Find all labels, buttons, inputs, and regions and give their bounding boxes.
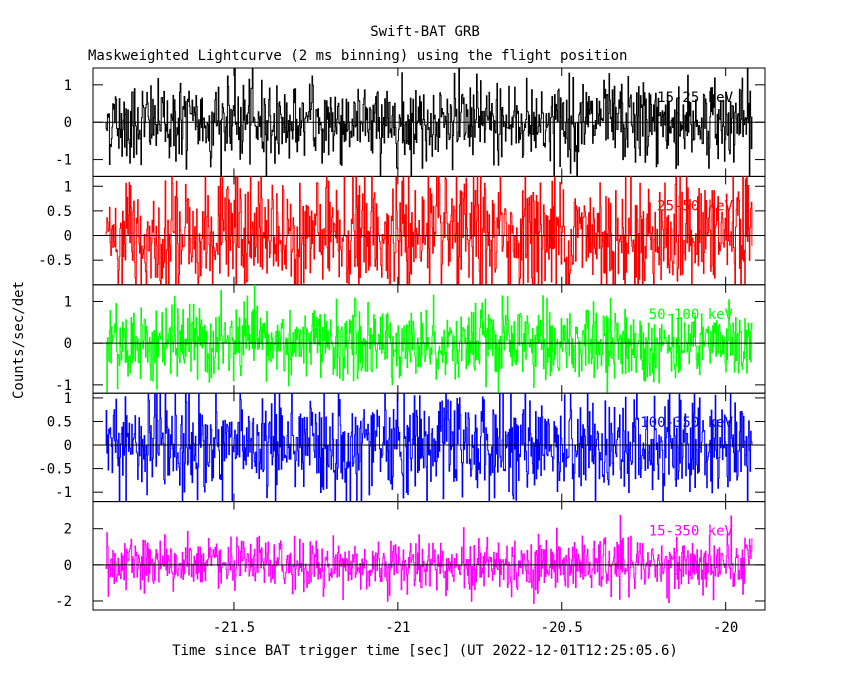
y-tick-label: 0.5 bbox=[47, 414, 72, 430]
panel-15-350-kev: -2 0 2 15-350 keV bbox=[55, 501, 766, 611]
y-tick-label: 2 bbox=[64, 522, 72, 538]
y-tick-label: 0 bbox=[64, 558, 72, 574]
y-tick-label: 1 bbox=[64, 294, 72, 310]
panel-50-100-kev: -1 0 1 50-100 keV bbox=[55, 284, 766, 394]
lightcurve-trace bbox=[105, 68, 753, 177]
panels-group: -1 0 1 15-25 keV -0.5 0 0.5 1 25-50 keV -1 0 1 50-10… bbox=[38, 67, 766, 636]
y-tick-label: -1 bbox=[55, 378, 72, 394]
x-tick-label: -21 bbox=[385, 620, 410, 636]
y-tick-label: -1 bbox=[55, 153, 72, 169]
y-axis-label: Counts/sec/det bbox=[11, 281, 27, 399]
band-label: 50-100 keV bbox=[649, 307, 734, 323]
panel-frame bbox=[92, 501, 766, 611]
chart-title: Swift-BAT GRB bbox=[370, 24, 480, 40]
y-tick-label: 0.5 bbox=[47, 204, 72, 220]
y-tick-label: -0.5 bbox=[38, 253, 72, 269]
lightcurve-trace bbox=[105, 284, 753, 394]
y-tick-label: 0 bbox=[64, 336, 72, 352]
band-label: 25-50 keV bbox=[657, 198, 733, 214]
lightcurve-trace bbox=[105, 515, 753, 604]
band-label: 15-25 keV bbox=[657, 90, 733, 106]
x-tick-label: -20 bbox=[713, 620, 738, 636]
y-tick-label: 0 bbox=[64, 438, 72, 454]
lightcurve-trace bbox=[105, 176, 753, 285]
y-tick-label: -0.5 bbox=[38, 462, 72, 478]
lightcurve-trace bbox=[105, 393, 753, 502]
x-tick-label: -20.5 bbox=[541, 620, 583, 636]
panel-15-25-kev: -1 0 1 15-25 keV bbox=[55, 67, 766, 177]
y-tick-label: 0 bbox=[64, 229, 72, 245]
y-tick-label: -1 bbox=[55, 485, 72, 501]
y-tick-label: 0 bbox=[64, 115, 72, 131]
y-tick-label: 1 bbox=[64, 78, 72, 94]
y-tick-label: 1 bbox=[64, 391, 72, 407]
band-label: 15-350 keV bbox=[649, 524, 734, 540]
band-label: 100-350 keV bbox=[640, 415, 733, 431]
chart-subtitle: Maskweighted Lightcurve (2 ms binning) u… bbox=[88, 48, 627, 64]
x-tick-label: -21.5 bbox=[213, 620, 255, 636]
x-axis-label: Time since BAT trigger time [sec] (UT 20… bbox=[172, 643, 678, 659]
y-tick-label: -2 bbox=[55, 594, 72, 610]
y-tick-label: 1 bbox=[64, 179, 72, 195]
